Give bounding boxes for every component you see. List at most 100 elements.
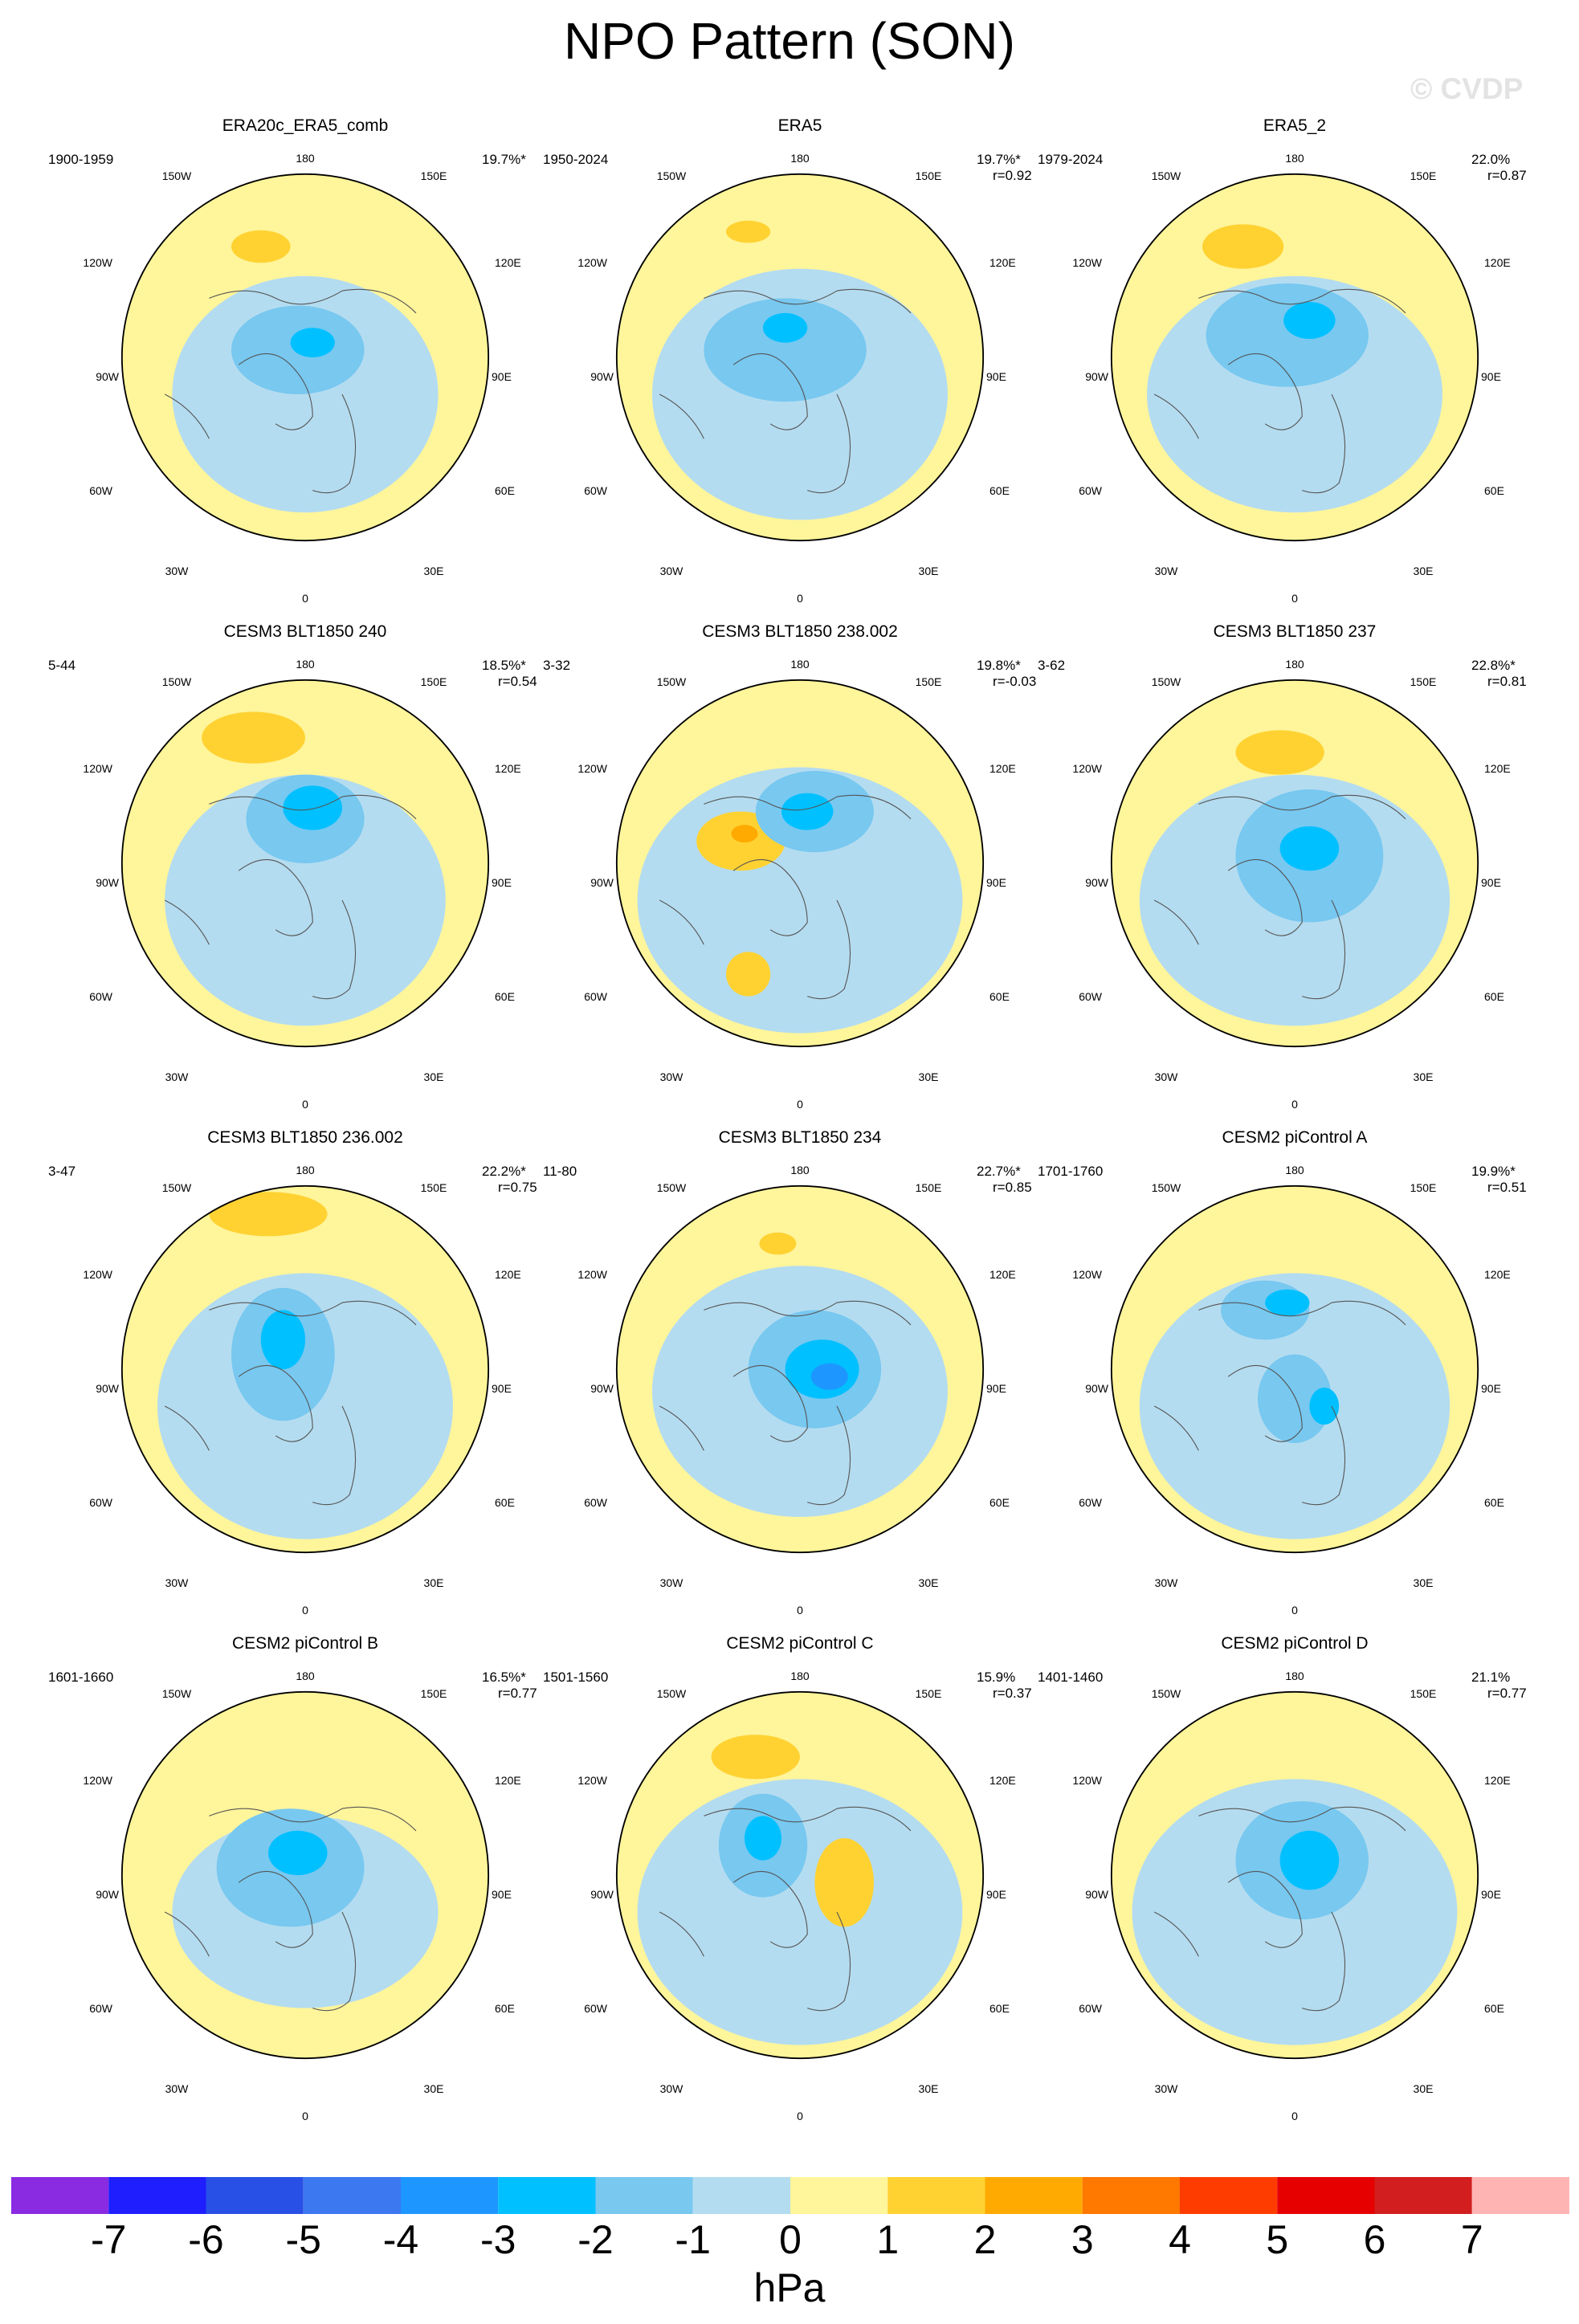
panel-title: ERA5: [777, 116, 822, 135]
map-coordinate-label: 150W: [656, 675, 687, 688]
panel-correlation: r=0.37: [993, 1686, 1032, 1701]
coastline: [1153, 794, 1406, 1000]
anomaly-region: [814, 1838, 874, 1927]
map-panel: CESM3 BLT1850 238.002 3-32 19.8%* r=-0.03 18…: [543, 622, 1057, 1136]
map-coordinate-label: 30W: [659, 1070, 683, 1083]
panel-variance: 19.7%*: [977, 152, 1021, 167]
panel-variance: 22.7%*: [977, 1164, 1021, 1179]
anomaly-region: [1309, 1388, 1340, 1425]
anomaly-region: [763, 312, 808, 343]
anomaly-region: [704, 298, 867, 402]
map-coordinate-label: 60W: [1079, 990, 1102, 1003]
panel-variance: 21.1%: [1471, 1670, 1511, 1685]
map-coordinate-label: 150W: [161, 169, 192, 182]
map-coordinate-label: 150W: [161, 1687, 192, 1700]
map-coordinate-label: 120E: [1484, 1268, 1511, 1281]
map-coordinate-label: 30E: [1413, 565, 1434, 577]
colorbar-tick-label: -4: [382, 2217, 419, 2262]
coastline: [164, 288, 417, 494]
map-coordinate-label: 60E: [495, 2002, 515, 2015]
map-coordinate-label: 120E: [989, 1774, 1016, 1787]
map-coordinate-label: 150W: [656, 169, 687, 182]
anomaly-region: [1265, 1289, 1310, 1316]
polar-map: [615, 679, 985, 1048]
panel-correlation: r=0.77: [1487, 1686, 1527, 1701]
panel-period: 1501-1560: [543, 1670, 609, 1685]
map-coordinate-label: 60E: [989, 484, 1010, 497]
anomaly-region: [759, 1232, 797, 1255]
anomaly-region: [1258, 1354, 1332, 1443]
map-coordinate-label: 150E: [915, 1687, 942, 1700]
map-coordinate-label: 90W: [96, 370, 119, 383]
map-coordinate-label: 30W: [165, 1070, 189, 1083]
colorbar-tick-label: -2: [577, 2217, 614, 2262]
colorbar-swatch: [1180, 2177, 1278, 2214]
map-coordinate-label: 150E: [420, 1181, 447, 1194]
map-coordinate-label: 120W: [577, 762, 607, 775]
colorbar-swatch: [11, 2177, 109, 2214]
map-coordinate-label: 30W: [165, 2082, 189, 2095]
map-coordinate-label: 150W: [161, 675, 192, 688]
map-coordinate-label: 30W: [1154, 2082, 1178, 2095]
map-coordinate-label: 90W: [1085, 1888, 1108, 1901]
coastline: [659, 288, 912, 494]
panel-title: ERA20c_ERA5_comb: [222, 116, 389, 135]
map-coordinate-label: 30E: [423, 1576, 444, 1589]
panel-variance: 22.8%*: [1471, 658, 1516, 673]
map-coordinate-label: 90W: [1085, 1382, 1108, 1395]
map-coordinate-label: 150W: [1151, 1687, 1181, 1700]
map-coordinate-label: 120E: [495, 762, 521, 775]
colorbar-swatch: [1277, 2177, 1375, 2214]
polar-map: [120, 1184, 490, 1554]
map-coordinate-label: 90W: [590, 876, 614, 889]
panel-title: CESM3 BLT1850 238.002: [702, 622, 898, 641]
panel-title: CESM3 BLT1850 240: [223, 622, 387, 641]
anomaly-region: [231, 230, 291, 263]
map-coordinate-label: 60W: [1079, 1496, 1102, 1509]
map-coordinate-label: 120E: [989, 762, 1016, 775]
colorbar: [11, 2177, 1569, 2214]
map-coordinate-label: 90E: [1481, 1888, 1501, 1901]
map-coordinate-label: 180: [1285, 1670, 1304, 1682]
map-coordinate-label: 180: [296, 658, 315, 671]
coastline: [1153, 1806, 1406, 2012]
panel-correlation: r=0.77: [498, 1686, 537, 1701]
map-coordinate-label: 180: [1285, 1164, 1304, 1176]
anomaly-region: [1283, 302, 1336, 339]
map-coordinate-label: 30W: [1154, 565, 1178, 577]
colorbar-swatch: [108, 2177, 206, 2214]
anomaly-region: [1279, 1830, 1340, 1890]
watermark: © CVDP: [1410, 72, 1524, 105]
polar-map: [120, 679, 490, 1048]
map-coordinate-label: 30W: [1154, 1070, 1178, 1083]
anomaly-region: [810, 1363, 848, 1390]
map-coordinate-label: 180: [296, 1164, 315, 1176]
map-coordinate-label: 150W: [1151, 169, 1181, 182]
panel-variance: 22.0%: [1471, 152, 1511, 167]
colorbar-swatch: [887, 2177, 985, 2214]
map-coordinate-label: 30E: [918, 2082, 939, 2095]
coastline: [659, 1300, 912, 1506]
map-coordinate-label: 30E: [1413, 1576, 1434, 1589]
map-coordinate-label: 90W: [1085, 370, 1108, 383]
map-coordinate-label: 30E: [423, 2082, 444, 2095]
map-coordinate-label: 120W: [83, 256, 112, 269]
map-coordinate-label: 180: [1285, 152, 1304, 165]
colorbar-tick-label: 1: [876, 2217, 900, 2262]
map-coordinate-label: 150W: [161, 1181, 192, 1194]
map-coordinate-label: 90W: [1085, 876, 1108, 889]
panel-title: ERA5_2: [1263, 116, 1327, 135]
panel-title: CESM2 piControl A: [1222, 1128, 1368, 1147]
map-coordinate-label: 120W: [1072, 256, 1102, 269]
map-coordinate-label: 120E: [1484, 762, 1511, 775]
map-panel: CESM2 piControl D 1401-1460 21.1% r=0.77 180…: [1038, 1634, 1552, 2148]
map-coordinate-label: 60W: [584, 1496, 607, 1509]
map-coordinate-label: 150W: [1151, 1181, 1181, 1194]
map-coordinate-label: 120W: [1072, 1774, 1102, 1787]
map-coordinate-label: 30E: [423, 1070, 444, 1083]
colorbar-swatch: [790, 2177, 888, 2214]
map-coordinate-label: 90W: [590, 1888, 614, 1901]
map-coordinate-label: 60E: [1484, 484, 1504, 497]
colorbar-swatch: [1082, 2177, 1180, 2214]
map-panel: CESM2 piControl B 1601-1660 16.5%* r=0.77 18…: [48, 1634, 562, 2148]
